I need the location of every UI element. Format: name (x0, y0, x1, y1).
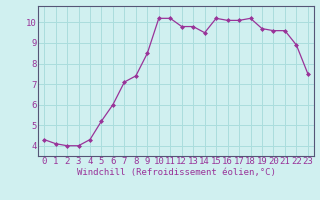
X-axis label: Windchill (Refroidissement éolien,°C): Windchill (Refroidissement éolien,°C) (76, 168, 276, 177)
